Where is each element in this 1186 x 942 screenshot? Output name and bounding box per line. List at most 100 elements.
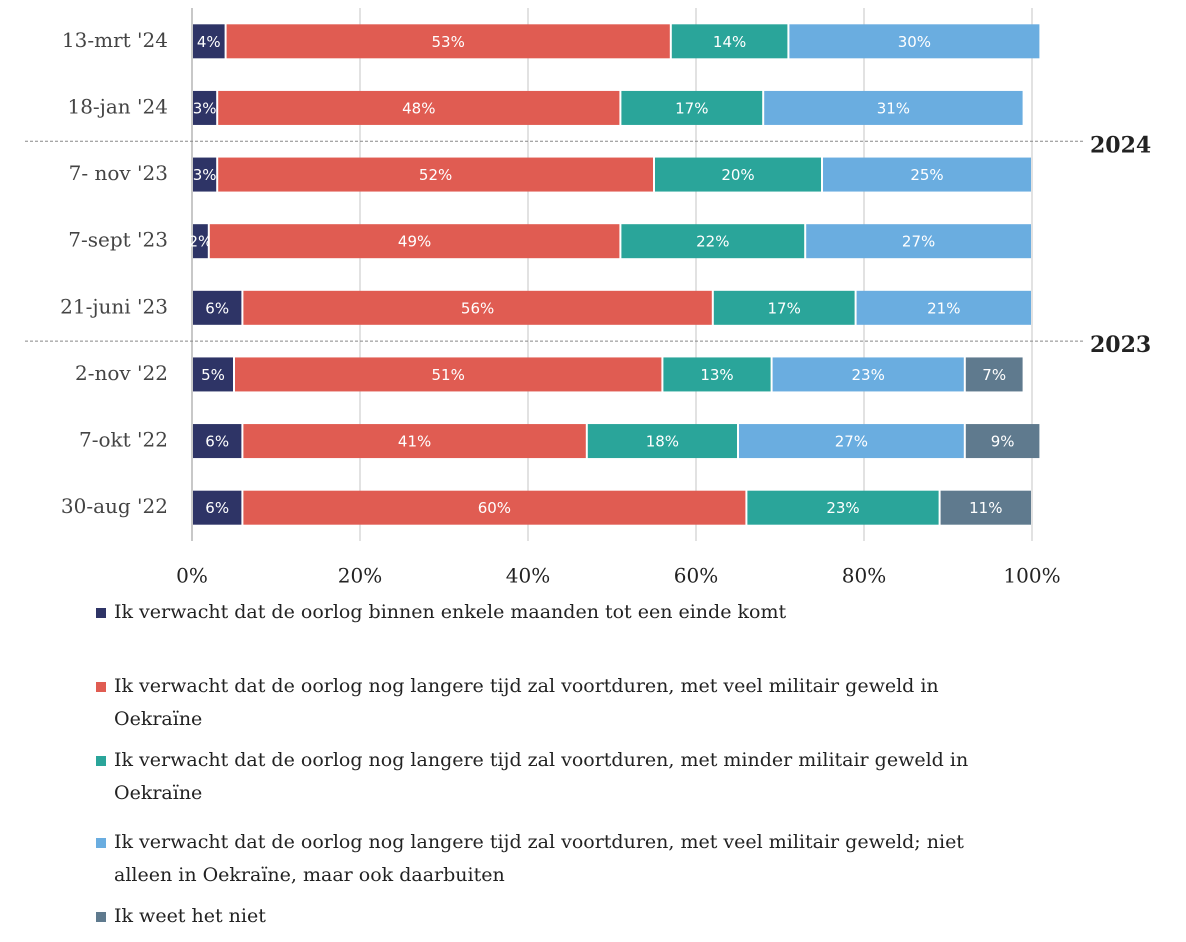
bar-segment — [193, 357, 233, 392]
bar-segment — [243, 424, 586, 459]
legend-label: Ik verwacht dat de oorlog nog langere ti… — [114, 675, 939, 730]
x-tick-label: 60% — [674, 564, 718, 588]
bar-segment — [218, 90, 620, 125]
data-label: 3% — [193, 99, 217, 117]
legend-swatch — [96, 838, 106, 848]
annotation: 2023 — [1090, 332, 1151, 358]
bar-segment — [806, 224, 1031, 259]
data-label: 51% — [432, 366, 465, 384]
data-label: 6% — [205, 299, 229, 317]
data-label: 11% — [969, 499, 1002, 517]
bar-segment — [193, 224, 208, 259]
data-label: 60% — [478, 499, 511, 517]
bar-segment — [193, 90, 217, 125]
data-label: 5% — [201, 366, 225, 384]
data-label: 41% — [398, 433, 431, 451]
legend-item: Ik verwacht dat de oorlog nog langere ti… — [96, 744, 1014, 810]
data-label: 48% — [402, 99, 435, 117]
data-label: 14% — [713, 33, 746, 51]
x-tick-label: 20% — [338, 564, 382, 588]
legend-swatch — [96, 912, 106, 922]
bar-segment — [235, 357, 662, 392]
data-label: 23% — [826, 499, 859, 517]
data-label: 17% — [768, 299, 801, 317]
bar-segment — [621, 224, 805, 259]
legend-item: Ik verwacht dat de oorlog nog langere ti… — [96, 826, 1014, 892]
data-label: 27% — [835, 433, 868, 451]
bar-segment — [739, 424, 964, 459]
x-tick-label: 100% — [1003, 564, 1060, 588]
x-tick-label: 0% — [176, 564, 208, 588]
y-tick-label: 7-sept '23 — [68, 228, 168, 252]
legend-item: Ik verwacht dat de oorlog binnen enkele … — [96, 596, 1014, 629]
data-label: 23% — [852, 366, 885, 384]
bar-segment — [193, 24, 225, 59]
annotation: 2024 — [1090, 132, 1151, 158]
bar-segment — [226, 24, 670, 59]
data-label: 13% — [700, 366, 733, 384]
bar-segment — [243, 490, 746, 525]
x-tick-label: 40% — [506, 564, 550, 588]
bar-segment — [193, 424, 242, 459]
y-tick-label: 30-aug '22 — [61, 494, 168, 518]
bar-segment — [940, 490, 1031, 525]
bar-segment — [663, 357, 771, 392]
data-label: 30% — [898, 33, 931, 51]
data-label: 52% — [419, 166, 452, 184]
legend-swatch — [96, 608, 106, 618]
y-tick-label: 7- nov '23 — [69, 161, 168, 185]
bar-segment — [747, 490, 939, 525]
data-label: 3% — [193, 166, 217, 184]
data-label: 53% — [432, 33, 465, 51]
bar-segment — [209, 224, 620, 259]
data-label: 18% — [646, 433, 679, 451]
bar-segment — [713, 290, 855, 325]
bar-segment — [772, 357, 964, 392]
legend-label: Ik verwacht dat de oorlog binnen enkele … — [114, 601, 787, 623]
chart: 0% 20% 40% 60% 80% 100% 13-mrt '24 4% 53% 14% 30% 1… — [25, 8, 1151, 588]
y-tick-label: 13-mrt '24 — [62, 28, 168, 52]
bar-segment — [655, 157, 821, 192]
bar-segment — [193, 490, 242, 525]
data-label: 49% — [398, 233, 431, 251]
bar-segment — [218, 157, 653, 192]
legend-label: Ik verwacht dat de oorlog nog langere ti… — [114, 749, 969, 804]
data-label: 2% — [189, 233, 213, 251]
bar-segment — [764, 90, 1023, 125]
x-tick-label: 80% — [842, 564, 886, 588]
legend-label: Ik weet het niet — [114, 905, 266, 927]
legend-swatch — [96, 682, 106, 692]
bar-segment — [965, 424, 1040, 459]
data-label: 56% — [461, 299, 494, 317]
data-label: 6% — [205, 433, 229, 451]
legend-swatch — [96, 756, 106, 766]
data-label: 9% — [991, 433, 1015, 451]
data-label: 4% — [197, 33, 221, 51]
bar-segment — [856, 290, 1031, 325]
bar-segment — [965, 357, 1023, 392]
bar-segment — [193, 157, 217, 192]
bar-segment — [789, 24, 1040, 59]
data-label: 22% — [696, 233, 729, 251]
data-label: 6% — [205, 499, 229, 517]
data-label: 7% — [982, 366, 1006, 384]
bar-segment — [671, 24, 788, 59]
y-tick-label: 2-nov '22 — [75, 361, 168, 385]
data-label: 25% — [910, 166, 943, 184]
data-label: 20% — [721, 166, 754, 184]
legend-item: Ik verwacht dat de oorlog nog langere ti… — [96, 670, 1014, 736]
legend-label: Ik verwacht dat de oorlog nog langere ti… — [114, 831, 964, 886]
bar-segment — [193, 290, 242, 325]
data-label: 31% — [877, 99, 910, 117]
data-label: 27% — [902, 233, 935, 251]
y-tick-label: 7-okt '22 — [79, 428, 168, 452]
bar-segment — [621, 90, 763, 125]
data-label: 21% — [927, 299, 960, 317]
y-tick-label: 21-juni '23 — [60, 294, 168, 318]
y-tick-label: 18-jan '24 — [67, 94, 168, 118]
data-label: 17% — [675, 99, 708, 117]
bar-segment — [823, 157, 1031, 192]
bar-segment — [243, 290, 712, 325]
bar-segment — [587, 424, 737, 459]
